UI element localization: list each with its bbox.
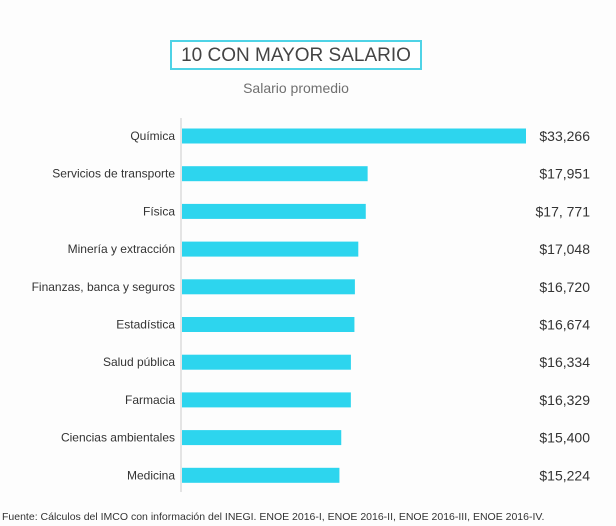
category-label: Servicios de transporte: [52, 167, 175, 181]
value-label: $17,951: [539, 166, 590, 182]
bar: [182, 166, 368, 182]
category-label: Medicina: [127, 468, 175, 482]
category-label: Salud pública: [103, 355, 175, 369]
value-label: $17, 771: [536, 203, 591, 219]
bar: [182, 430, 342, 446]
chart-title: 10 CON MAYOR SALARIO: [170, 40, 422, 70]
value-label: $16,334: [539, 354, 590, 370]
category-label: Estadística: [116, 318, 175, 332]
value-label: $16,674: [539, 317, 590, 333]
bar: [182, 241, 359, 257]
category-label: Farmacia: [125, 393, 175, 407]
category-label: Finanzas, banca y seguros: [32, 280, 175, 294]
value-label: $15,400: [539, 430, 590, 446]
category-label: Ciencias ambientales: [61, 431, 175, 445]
bar: [182, 128, 526, 144]
value-label: $16,329: [539, 392, 590, 408]
value-label: $17,048: [539, 241, 590, 257]
value-label: $16,720: [539, 279, 590, 295]
category-label: Química: [130, 129, 175, 143]
bar: [182, 467, 340, 483]
value-label: $33,266: [539, 128, 590, 144]
chart-subtitle: Salario promedio: [243, 80, 349, 96]
value-label: $15,224: [539, 467, 590, 483]
bar: [182, 392, 351, 408]
bar: [182, 317, 355, 332]
source-note: Fuente: Cálculos del IMCO con informació…: [2, 511, 545, 523]
bar: [182, 203, 366, 219]
bar: [182, 354, 351, 370]
category-label: Minería y extracción: [68, 242, 175, 256]
category-label: Física: [143, 204, 175, 218]
bar: [182, 279, 355, 295]
